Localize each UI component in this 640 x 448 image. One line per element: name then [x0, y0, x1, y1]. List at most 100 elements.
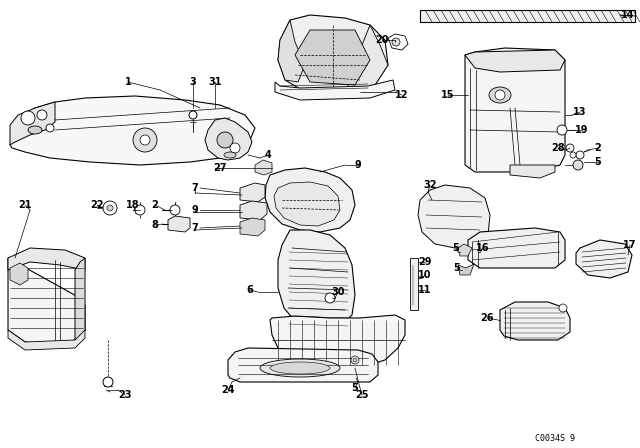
Text: 11: 11 — [419, 285, 432, 295]
Text: 25: 25 — [355, 390, 369, 400]
Circle shape — [557, 125, 567, 135]
Ellipse shape — [270, 362, 330, 374]
Text: 26: 26 — [480, 313, 493, 323]
Polygon shape — [265, 168, 355, 232]
Text: 15: 15 — [441, 90, 455, 100]
Polygon shape — [10, 263, 28, 285]
Polygon shape — [8, 248, 85, 270]
Text: 2: 2 — [152, 200, 158, 210]
Polygon shape — [240, 183, 265, 202]
Text: 28: 28 — [551, 143, 565, 153]
Circle shape — [351, 356, 359, 364]
Text: 6: 6 — [246, 285, 253, 295]
Text: 13: 13 — [573, 107, 587, 117]
Circle shape — [37, 110, 47, 120]
Circle shape — [21, 111, 35, 125]
Ellipse shape — [260, 359, 340, 377]
Polygon shape — [468, 228, 565, 268]
Text: 5: 5 — [595, 157, 602, 167]
Circle shape — [133, 128, 157, 152]
Polygon shape — [8, 258, 85, 345]
Text: 21: 21 — [19, 200, 32, 210]
Circle shape — [392, 38, 400, 46]
Circle shape — [573, 160, 583, 170]
Text: 29: 29 — [419, 257, 432, 267]
Circle shape — [495, 90, 505, 100]
Ellipse shape — [224, 152, 236, 158]
Polygon shape — [205, 118, 252, 160]
Text: 20: 20 — [375, 35, 388, 45]
Circle shape — [103, 377, 113, 387]
Polygon shape — [278, 20, 305, 82]
Circle shape — [230, 143, 240, 153]
Text: 12: 12 — [396, 90, 409, 100]
Circle shape — [576, 151, 584, 159]
Text: 24: 24 — [221, 385, 235, 395]
Polygon shape — [295, 30, 370, 85]
Circle shape — [135, 205, 145, 215]
Text: 19: 19 — [575, 125, 589, 135]
Polygon shape — [340, 25, 388, 95]
Polygon shape — [168, 216, 190, 232]
Circle shape — [325, 293, 335, 303]
Circle shape — [170, 205, 180, 215]
Text: 14: 14 — [621, 10, 635, 20]
Polygon shape — [275, 80, 395, 100]
Polygon shape — [240, 218, 265, 236]
Text: 3: 3 — [189, 77, 196, 87]
Polygon shape — [240, 201, 267, 220]
Text: 30: 30 — [332, 287, 345, 297]
Polygon shape — [420, 10, 635, 22]
Polygon shape — [465, 50, 565, 72]
Text: 32: 32 — [423, 180, 436, 190]
Polygon shape — [278, 230, 355, 330]
Circle shape — [46, 124, 54, 132]
Text: 31: 31 — [208, 77, 221, 87]
Polygon shape — [465, 48, 565, 172]
Circle shape — [353, 358, 357, 362]
Polygon shape — [75, 258, 85, 340]
Circle shape — [559, 304, 567, 312]
Text: 5: 5 — [454, 263, 460, 273]
Text: 18: 18 — [126, 200, 140, 210]
Text: 7: 7 — [191, 183, 198, 193]
Polygon shape — [274, 182, 340, 226]
Polygon shape — [8, 330, 85, 350]
Text: 5: 5 — [452, 243, 460, 253]
Polygon shape — [228, 348, 378, 382]
Text: 17: 17 — [623, 240, 637, 250]
Text: 22: 22 — [90, 200, 104, 210]
Polygon shape — [510, 165, 555, 178]
Circle shape — [566, 144, 574, 152]
Polygon shape — [418, 185, 490, 248]
Circle shape — [189, 111, 197, 119]
Circle shape — [107, 205, 113, 211]
Polygon shape — [10, 96, 255, 165]
Polygon shape — [576, 240, 632, 278]
Polygon shape — [278, 15, 388, 98]
Text: 2: 2 — [595, 143, 602, 153]
Polygon shape — [458, 264, 474, 275]
Text: 1: 1 — [125, 77, 131, 87]
Polygon shape — [458, 244, 472, 256]
Circle shape — [103, 201, 117, 215]
Text: 4: 4 — [264, 150, 271, 160]
Circle shape — [140, 135, 150, 145]
Text: 8: 8 — [152, 220, 159, 230]
Text: C0034S 9: C0034S 9 — [535, 434, 575, 443]
Text: 16: 16 — [476, 243, 490, 253]
Circle shape — [217, 132, 233, 148]
Polygon shape — [410, 258, 418, 310]
Text: 27: 27 — [213, 163, 227, 173]
Polygon shape — [388, 34, 408, 50]
Ellipse shape — [489, 87, 511, 103]
Text: 9: 9 — [355, 160, 362, 170]
Circle shape — [570, 152, 576, 158]
Polygon shape — [270, 315, 405, 370]
Text: 7: 7 — [191, 223, 198, 233]
Text: 23: 23 — [118, 390, 132, 400]
Text: 10: 10 — [419, 270, 432, 280]
Polygon shape — [255, 160, 272, 175]
Ellipse shape — [28, 126, 42, 134]
Text: 9: 9 — [191, 205, 198, 215]
